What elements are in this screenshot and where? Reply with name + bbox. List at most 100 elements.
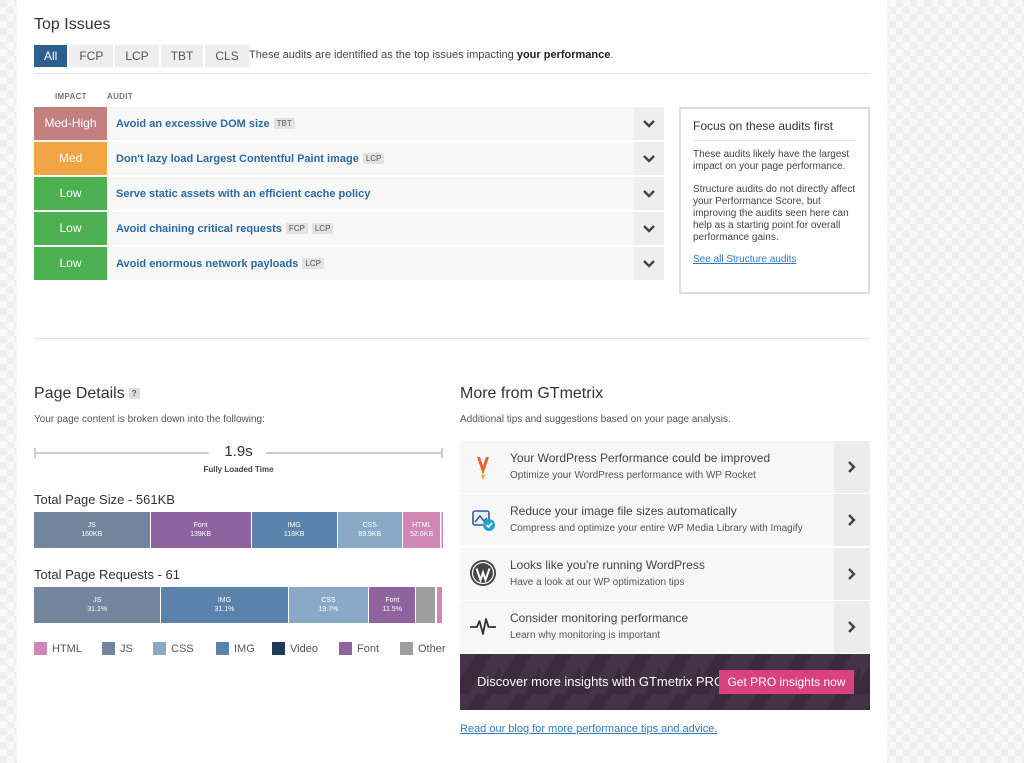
- tab-all[interactable]: All: [34, 45, 68, 67]
- audit-row[interactable]: Med-High Avoid an excessive DOM size TBT: [34, 107, 664, 140]
- segment-other: [442, 512, 444, 548]
- tab-lcp[interactable]: LCP: [115, 45, 159, 67]
- tip-subtitle: Have a look at our WP optimization tips: [510, 576, 685, 588]
- tip-subtitle: Compress and optimize your entire WP Med…: [510, 523, 803, 535]
- audit-row[interactable]: Low Serve static assets with an efficient…: [34, 177, 664, 210]
- audit-title[interactable]: Serve static assets with an efficient ca…: [116, 187, 371, 200]
- wp-rocket-icon: [468, 451, 498, 481]
- tip-title: Looks like you're running WordPress: [510, 557, 705, 572]
- impact-filter-tabs: All FCP LCP TBT CLS: [34, 45, 249, 67]
- impact-badge: Low: [34, 177, 107, 210]
- expand-chevron-icon[interactable]: [634, 177, 664, 210]
- wordpress-icon: [468, 558, 498, 588]
- focus-box-text-2: Structure audits do not directly affect …: [693, 184, 856, 243]
- pro-banner: Discover more insights with GTmetrix PRO…: [460, 654, 870, 710]
- legend-item: Other: [400, 642, 446, 655]
- section-divider: [34, 338, 870, 339]
- pro-banner-text: Discover more insights with GTmetrix PRO: [477, 674, 725, 689]
- audit-title[interactable]: Avoid chaining critical requests FCP LCP: [116, 222, 334, 235]
- legend-item: Font: [339, 642, 379, 655]
- help-icon[interactable]: ?: [128, 388, 140, 399]
- tip-title: Reduce your image file sizes automatical…: [510, 504, 737, 519]
- impact-badge: Med-High: [34, 107, 107, 140]
- fully-loaded-time-label: Fully Loaded Time: [203, 465, 274, 474]
- expand-chevron-icon[interactable]: [634, 212, 664, 245]
- legend-item: CSS: [153, 642, 194, 655]
- imagify-icon: [468, 504, 498, 534]
- segment-css: CSS 89.9KB: [337, 512, 402, 548]
- segment-js: JS 31.1%: [34, 587, 161, 623]
- tip-title: Your WordPress Performance could be impr…: [510, 451, 771, 465]
- legend-swatch: [400, 642, 413, 655]
- fully-loaded-time-value: 1.9s: [224, 443, 253, 460]
- audit-row[interactable]: Low Avoid enormous network payloads LCP: [34, 247, 664, 280]
- audit-row[interactable]: Med Don't lazy load Largest Contentful Pa…: [34, 142, 664, 175]
- impact-badge: Low: [34, 247, 107, 280]
- chevron-right-icon[interactable]: [834, 441, 870, 493]
- tip-card[interactable]: Consider monitoring performance Learn why…: [460, 600, 870, 653]
- tip-subtitle: Optimize your WordPress performance with…: [510, 470, 756, 481]
- segment-other: [441, 512, 443, 548]
- metric-tag: LCP: [362, 152, 385, 164]
- impact-column-header: IMPACT: [55, 92, 87, 101]
- metric-tag: TBT: [273, 117, 295, 129]
- segment-other: [436, 587, 443, 623]
- legend-item: IMG: [216, 642, 255, 655]
- impact-badge: Med: [34, 142, 107, 175]
- report-panel: Top Issues All FCP LCP TBT CLS These aud…: [17, 0, 887, 763]
- tab-tbt[interactable]: TBT: [160, 45, 204, 67]
- chevron-right-icon[interactable]: [834, 494, 870, 547]
- tip-card[interactable]: Reduce your image file sizes automatical…: [460, 494, 870, 547]
- metric-tag: LCP: [302, 257, 324, 269]
- pulse-icon: [468, 611, 498, 641]
- legend-item: JS: [102, 642, 133, 655]
- metric-tag: LCP: [311, 222, 334, 234]
- impact-badge: Low: [34, 212, 107, 245]
- expand-chevron-icon[interactable]: [634, 142, 664, 175]
- top-issues-title: Top Issues: [34, 16, 111, 33]
- audit-row[interactable]: Low Avoid chaining critical requests FCP LC…: [34, 212, 664, 245]
- page-details-subtitle: Your page content is broken down into th…: [34, 414, 265, 425]
- tab-fcp[interactable]: FCP: [69, 45, 114, 67]
- total-page-requests-title: Total Page Requests - 61: [34, 567, 180, 582]
- tab-cls[interactable]: CLS: [205, 45, 249, 67]
- segment-js: JS 160KB: [34, 512, 150, 548]
- legend-item: Video: [272, 642, 318, 655]
- audit-column-header: AUDIT: [107, 92, 133, 101]
- legend-swatch: [153, 642, 166, 655]
- total-page-size-title: Total Page Size - 561KB: [34, 492, 175, 507]
- audit-title[interactable]: Don't lazy load Largest Contentful Paint…: [116, 152, 385, 165]
- audit-title[interactable]: Avoid an excessive DOM size TBT: [116, 117, 295, 130]
- segment-font: Font 11.5%: [369, 587, 416, 623]
- fully-loaded-timeline: [34, 447, 443, 459]
- legend-swatch: [34, 642, 47, 655]
- segment-font: Font 139KB: [150, 512, 251, 548]
- get-pro-insights-button[interactable]: Get PRO insights now: [719, 670, 854, 694]
- expand-chevron-icon[interactable]: [634, 107, 664, 140]
- page-requests-bar: JS 31.1% IMG 31.1% CSS 19.7% Font 11.5%: [34, 587, 443, 623]
- page-details-title: Page Details: [34, 385, 125, 402]
- chevron-right-icon[interactable]: [834, 600, 870, 653]
- divider: [34, 73, 870, 74]
- tip-subtitle: Learn why monitoring is important: [510, 629, 661, 641]
- audit-title[interactable]: Avoid enormous network payloads LCP: [116, 257, 324, 270]
- metric-tag: FCP: [285, 222, 308, 234]
- tip-card[interactable]: Your WordPress Performance could be impr…: [460, 441, 870, 493]
- segment-other: [416, 587, 436, 623]
- segment-css: CSS 19.7%: [288, 587, 369, 623]
- legend-swatch: [216, 642, 229, 655]
- focus-audits-box: Focus on these audits first These audits…: [679, 107, 870, 294]
- more-subtitle: Additional tips and suggestions based on…: [460, 414, 731, 425]
- tip-title: Consider monitoring performance: [510, 610, 689, 625]
- tip-card[interactable]: Looks like you're running WordPress Have …: [460, 547, 870, 600]
- see-all-structure-audits-link[interactable]: See all Structure audits: [693, 254, 797, 265]
- focus-box-text-1: These audits likely have the largest imp…: [693, 149, 850, 172]
- chevron-right-icon[interactable]: [834, 547, 870, 600]
- expand-chevron-icon[interactable]: [634, 247, 664, 280]
- page-details-heading: Page Details?: [34, 385, 140, 403]
- top-issues-intro: These audits are identified as the top i…: [249, 49, 614, 61]
- segment-img: IMG 118KB: [251, 512, 337, 548]
- more-from-gtmetrix-title: More from GTmetrix: [460, 385, 604, 402]
- content-type-legend: HTML JS CSS IMG Video Font Other: [34, 642, 446, 656]
- blog-link[interactable]: Read our blog for more performance tips …: [460, 723, 718, 735]
